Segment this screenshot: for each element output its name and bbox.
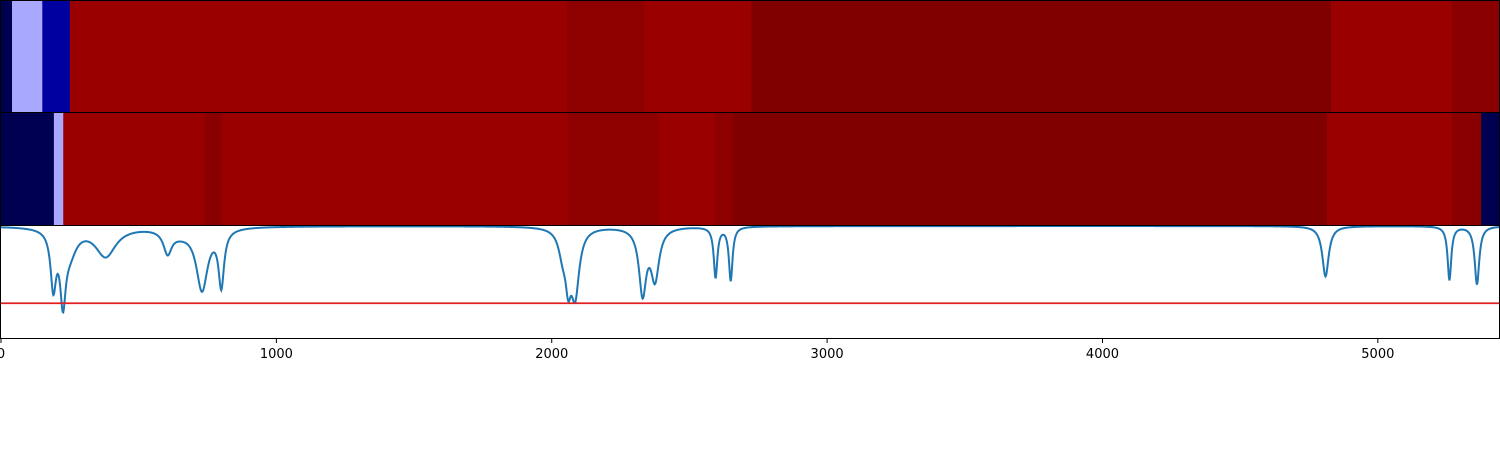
x-tick-label-0: 0 [0,347,5,362]
heatmap-segment-8 [733,113,1328,225]
heatmap-segment-3 [69,1,568,112]
line-plot-panel [0,225,1500,314]
line-plot-frame [0,225,1500,339]
heatmap-segment-3 [204,113,222,225]
heatmap-track-1 [1,1,1500,112]
heatmap-segment-1 [12,1,43,112]
heatmap-segment-9 [1326,113,1453,225]
x-axis: 0 1000 2000 3000 4000 5000 [0,338,1394,362]
heatmap-segment-5 [568,113,659,225]
heatmap-segment-6 [657,113,715,225]
heatmap-segment-11 [1481,113,1500,225]
heatmap-segment-1 [53,113,64,225]
x-tick-label-4: 4000 [1086,347,1119,362]
heatmap-segment-2 [63,113,206,225]
signal-line [0,225,1500,314]
heatmap-segment-7 [714,113,734,225]
heatmap-segment-8 [1452,1,1500,112]
heatmap-segment-10 [1452,113,1482,225]
x-tick-label-1: 1000 [260,347,293,362]
x-tick-label-3: 3000 [811,347,844,362]
heatmap-segment-4 [566,1,645,112]
heatmap-track-2 [1,113,1500,225]
heatmap-segment-0 [1,1,13,112]
heatmap-segment-7 [1331,1,1453,112]
heatmap-segment-4 [221,113,569,225]
heatmap-segment-5 [643,1,752,112]
heatmap-segment-6 [751,1,1332,112]
heatmap-segment-0 [1,113,55,225]
x-tick-label-5: 5000 [1361,347,1394,362]
x-tick-label-2: 2000 [535,347,568,362]
heatmap-segment-2 [42,1,71,112]
